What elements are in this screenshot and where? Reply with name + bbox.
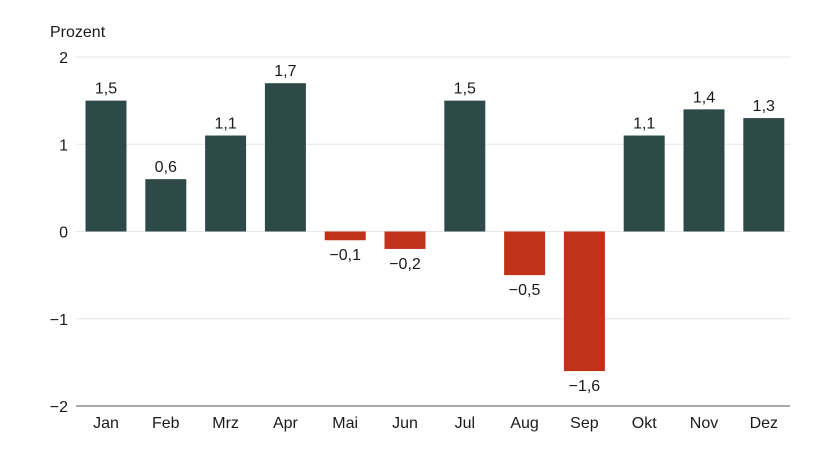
gridlines (76, 56, 790, 407)
bar-nov (683, 109, 725, 232)
x-tick-label: Sep (570, 415, 599, 432)
y-axis-ticks: 2 1 0 −1 −2 (50, 50, 68, 416)
y-tick-label: −1 (50, 312, 68, 329)
bar-dez (743, 118, 785, 232)
bar-sep (563, 231, 605, 372)
data-label: 1,1 (633, 116, 655, 133)
data-labels: 1,5 0,6 1,1 1,7 −0,1 −0,2 1,5 −0,5 −1,6 1,1 1,4 1,3 (95, 63, 775, 395)
x-tick-label: Feb (152, 415, 180, 432)
data-label: 1,1 (214, 116, 236, 133)
data-label: 1,4 (693, 89, 715, 106)
y-tick-label: −2 (50, 399, 68, 416)
bar-feb (145, 179, 187, 232)
data-label: −0,5 (509, 282, 541, 299)
x-tick-label: Apr (273, 415, 299, 432)
data-label: 1,7 (274, 63, 296, 80)
bar-jan (85, 100, 127, 232)
data-label: 1,5 (454, 81, 476, 98)
bar-aug (504, 231, 546, 276)
x-axis-ticks: Jan Feb Mrz Apr Mai Jun Jul Aug Sep Okt Nov Dez (93, 415, 778, 432)
bar-mai (324, 231, 366, 241)
x-tick-label: Mai (332, 415, 358, 432)
x-tick-label: Aug (510, 415, 538, 432)
x-tick-label: Mrz (212, 415, 239, 432)
bars (85, 83, 785, 372)
x-tick-label: Nov (690, 415, 718, 432)
x-tick-label: Jul (455, 415, 475, 432)
y-tick-label: 1 (59, 137, 68, 154)
data-label: −0,1 (329, 247, 361, 264)
x-tick-label: Jun (392, 415, 418, 432)
bar-jul (444, 100, 486, 232)
x-tick-label: Jan (93, 415, 119, 432)
data-label: −1,6 (569, 378, 601, 395)
x-tick-label: Dez (750, 415, 778, 432)
data-label: 0,6 (155, 159, 177, 176)
data-label: −0,2 (389, 256, 421, 273)
bar-jun (384, 231, 426, 249)
y-tick-label: 0 (59, 225, 68, 242)
bar-okt (623, 135, 665, 232)
data-label: 1,5 (95, 81, 117, 98)
data-label: 1,3 (753, 98, 775, 115)
bar-apr (264, 83, 306, 232)
y-tick-label: 2 (59, 50, 68, 67)
x-tick-label: Okt (632, 415, 657, 432)
y-axis-title: Prozent (50, 24, 106, 41)
bar-mrz (205, 135, 247, 232)
